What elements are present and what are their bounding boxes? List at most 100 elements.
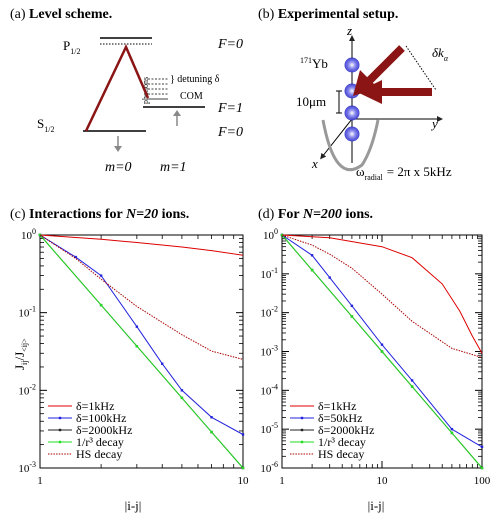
d-series-point-1 xyxy=(480,445,484,449)
d-series-point-3 xyxy=(350,315,354,318)
c-y-tick-label: 10-1 xyxy=(18,305,36,320)
laser-beam-diagonal xyxy=(365,45,405,85)
ion-4 xyxy=(344,126,360,142)
chart-panel-c: 1 10 10-3 10-2 10-1 100 δ=1kHzδ=100kHzδ=2000kH… xyxy=(18,227,249,487)
d-series-point-1 xyxy=(350,304,354,308)
d-legend-label-3: 1/r³ decay xyxy=(318,435,366,449)
spacing-label: 10μm xyxy=(296,94,326,109)
panel-c-caption: (c) Interactions for N=20 ions. xyxy=(10,207,189,222)
x-axis-label: x xyxy=(311,156,318,171)
chart-panel-d: 1 10 10010-610-510-410-310-210-1100δ=1kHzδ… xyxy=(260,227,490,487)
c-series-point-1 xyxy=(74,255,77,259)
c-legend-label-1: δ=100kHz xyxy=(76,411,126,425)
c-series-line-1 xyxy=(39,234,244,435)
c-y-tick-label: 10-3 xyxy=(18,460,36,475)
d-legend-label-1: δ=50kHz xyxy=(318,411,362,425)
d-y-tick-label: 10-3 xyxy=(260,344,278,359)
c-x-tick-label: 10 xyxy=(238,475,250,487)
panel-b: (b) Experimental setup. z y x 171Yb 10μm… xyxy=(258,7,452,182)
d-legend-label-4: HS decay xyxy=(318,447,364,461)
d-legend-marker-3 xyxy=(300,440,304,444)
c-plot-frame xyxy=(39,234,244,469)
m0-label: m=0 xyxy=(105,160,132,175)
c-series-point-1 xyxy=(241,433,245,436)
d-series-point-1 xyxy=(380,343,384,346)
p-label: P1/2 xyxy=(63,38,80,56)
c-legend-label-4: HS decay xyxy=(76,447,122,461)
c-series-point-1 xyxy=(135,325,139,328)
delta-k-label: δkα xyxy=(432,45,449,63)
c-series-point-3 xyxy=(210,430,213,434)
c-y-tick-label: 100 xyxy=(21,227,36,242)
d-series-point-3 xyxy=(480,466,484,470)
ion-species-label: 171Yb xyxy=(300,56,328,71)
d-series-point-3 xyxy=(310,268,314,272)
d-series-point-3 xyxy=(450,431,454,435)
f1-label: F=1 xyxy=(217,101,243,116)
detuning-label: } detuning δ xyxy=(170,74,220,85)
c-legend-label-2: δ=2000kHz xyxy=(76,423,132,437)
c-series-point-3 xyxy=(99,303,103,307)
raman-transition xyxy=(84,43,150,132)
c-series-point-3 xyxy=(180,396,184,400)
d-legend-label-0: δ=1kHz xyxy=(318,399,356,413)
pump-arrowhead-up xyxy=(173,110,181,116)
c-series-point-1 xyxy=(161,362,164,365)
d-y-tick-label: 100 xyxy=(263,227,278,242)
panel-d-caption: (d) For N=200 ions. xyxy=(258,207,373,222)
c-series-line-4 xyxy=(39,234,244,360)
d-legend-marker-2 xyxy=(300,428,304,432)
decay-arrowhead-down xyxy=(114,146,122,152)
s-label: S1/2 xyxy=(37,116,54,134)
m1-label: m=1 xyxy=(160,160,187,175)
c-legend-label-3: 1/r³ decay xyxy=(76,435,124,449)
ion-1 xyxy=(344,57,360,73)
panel-b-caption: (b) Experimental setup. xyxy=(258,7,398,22)
c-series-point-1 xyxy=(210,416,213,419)
d-x-tick-label: 100 xyxy=(474,475,491,487)
omega-radial-label: ωradial = 2π x 5kHz xyxy=(356,164,452,182)
c-legend-label-0: δ=1kHz xyxy=(76,399,114,413)
ion-3 xyxy=(344,105,360,121)
x-axis xyxy=(320,118,353,160)
f0-bottom-label: F=0 xyxy=(217,125,243,140)
panel-d-xlabel: |i-j| xyxy=(368,498,385,513)
c-legend-marker-2 xyxy=(58,428,62,432)
d-x-tick-label: 1 xyxy=(279,475,285,487)
d-y-tick-label: 10-2 xyxy=(260,305,278,320)
y-axis-label: y xyxy=(430,116,438,131)
d-y-tick-label: 10-6 xyxy=(260,460,278,475)
f0-top-label: F=0 xyxy=(217,37,243,52)
panel-c-ylabel: Jij/J<ij> xyxy=(12,338,29,370)
d-series-point-1 xyxy=(410,379,414,382)
d-series-point-3 xyxy=(380,350,384,353)
d-y-tick-label: 10-4 xyxy=(260,382,278,397)
c-series-point-1 xyxy=(99,274,103,277)
d-series-line-0 xyxy=(281,234,483,354)
c-series-point-3 xyxy=(135,345,139,348)
com-label: COM xyxy=(180,91,203,102)
laser-arrowhead-horizontal xyxy=(357,80,382,104)
c-series-point-1 xyxy=(180,389,184,392)
d-y-tick-label: 10-1 xyxy=(260,266,278,281)
panel-c-xlabel: |i-j| xyxy=(125,498,142,513)
c-legend-marker-1 xyxy=(58,416,62,420)
trap-potential xyxy=(321,119,380,172)
c-x-tick-label: 1 xyxy=(37,475,43,487)
d-y-tick-label: 10-5 xyxy=(260,421,278,436)
c-y-tick-label: 10-2 xyxy=(18,382,36,397)
c-series-line-0 xyxy=(39,234,244,256)
d-series-point-1 xyxy=(328,276,331,279)
d-series-line-4 xyxy=(281,234,483,358)
d-legend-marker-1 xyxy=(300,416,304,420)
d-series-point-3 xyxy=(410,385,414,388)
c-series-line-3 xyxy=(39,234,244,469)
panel-a: (a) Level scheme. P1/2 phonons } detunin… xyxy=(10,7,243,175)
d-legend-label-2: δ=2000kHz xyxy=(318,423,374,437)
c-legend-marker-3 xyxy=(58,440,62,444)
d-series-point-1 xyxy=(450,427,454,431)
d-series-line-1 xyxy=(281,234,483,448)
d-x-tick-label: 10 xyxy=(377,475,389,487)
d-series-point-1 xyxy=(310,254,314,257)
